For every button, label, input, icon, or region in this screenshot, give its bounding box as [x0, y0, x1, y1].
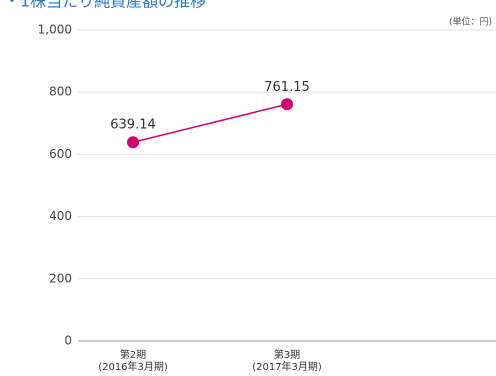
series-line: [132, 103, 288, 143]
y-tick-label: 1,000: [38, 23, 72, 37]
data-point: [127, 136, 139, 149]
x-tick-label-line: (2016年3月期): [98, 360, 168, 373]
chart-title: ・1株当たり純資産額の推移: [4, 0, 206, 11]
x-tick-label-line: (2017年3月期): [252, 360, 322, 373]
x-tick-label: 第3期(2017年3月期): [252, 348, 322, 373]
y-tick-label: 0: [64, 334, 72, 348]
x-tick-label: 第2期(2016年3月期): [98, 348, 168, 373]
x-tick-label-line: 第3期: [274, 348, 300, 361]
data-label: 761.15: [264, 80, 310, 95]
unit-label: (単位：円): [449, 16, 492, 28]
data-label: 639.14: [110, 118, 156, 133]
data-point: [281, 98, 293, 111]
y-tick-label: 200: [49, 271, 72, 285]
y-tick-label: 400: [49, 209, 72, 223]
x-tick-label-line: 第2期: [120, 348, 146, 361]
y-tick-label: 800: [49, 85, 72, 99]
y-tick-label: 600: [49, 147, 72, 161]
